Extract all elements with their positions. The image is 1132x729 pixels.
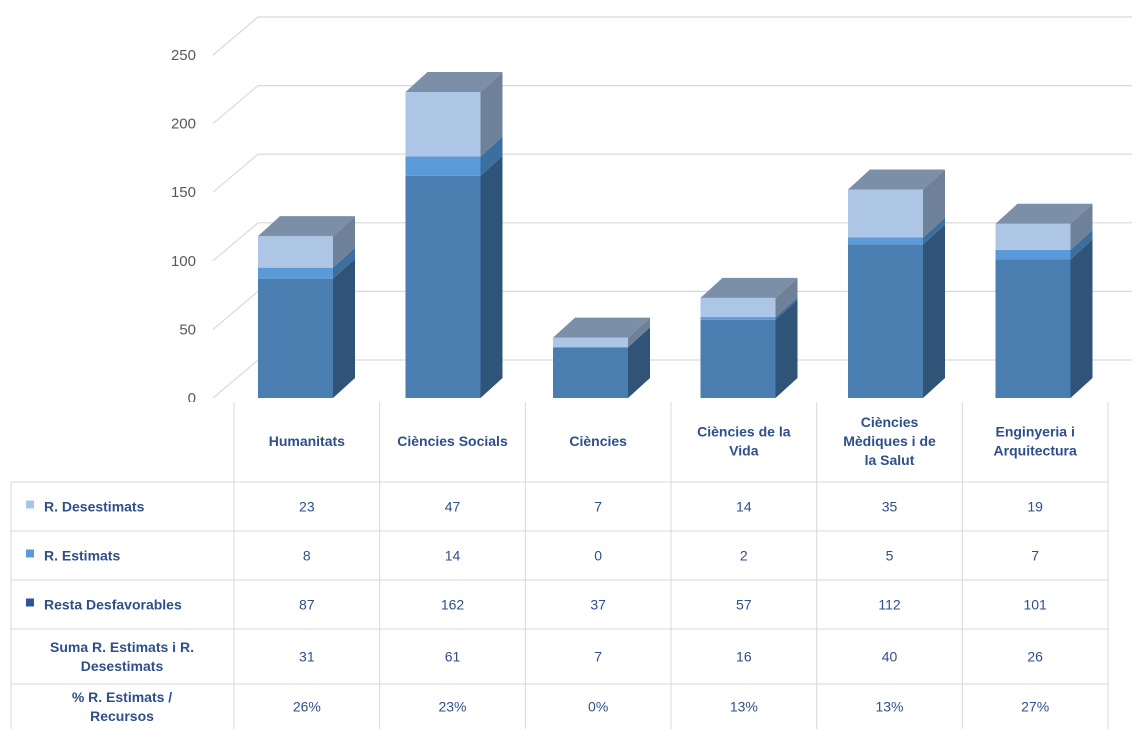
- gridline-diagonal: [212, 359, 259, 399]
- category-label: Ciències: [569, 433, 627, 449]
- gridline-diagonal: [212, 16, 259, 56]
- bar-side-face: [480, 72, 503, 157]
- bar-segment-resta-desfavorables: [995, 259, 1071, 398]
- bar-segment-r-estimats: [848, 237, 923, 245]
- table-cell-value: 31: [299, 649, 315, 665]
- bar-segment-r-estimats: [258, 267, 333, 279]
- row-label: Resta Desfavorables: [44, 597, 182, 613]
- table-cell-value: 0: [594, 548, 602, 564]
- bar-side-face: [333, 258, 355, 398]
- y-tick-label: 200: [171, 116, 196, 133]
- table-cell-value: 26%: [293, 699, 321, 715]
- category-label: Humanitats: [269, 433, 345, 449]
- bar-segment-r-desestimats: [848, 189, 923, 238]
- legend-key: [26, 549, 34, 558]
- table-cell-value: 162: [441, 597, 465, 613]
- bar-segment-resta-desfavorables: [848, 244, 923, 398]
- gridline-diagonal: [212, 153, 259, 193]
- bar-segment-resta-desfavorables: [258, 278, 333, 398]
- bar-top-face: [848, 169, 945, 190]
- bar-side-face: [775, 299, 798, 398]
- bar-side-face: [480, 155, 503, 398]
- table-cell-value: 57: [736, 597, 752, 613]
- bar-side-face: [333, 247, 355, 279]
- gridline-diagonal: [212, 222, 259, 262]
- y-tick-label: 0: [188, 390, 196, 407]
- row-label: R. Desestimats: [44, 499, 145, 515]
- bar-segment-r-desestimats: [995, 223, 1071, 250]
- bar-segment-r-estimats: [700, 317, 776, 320]
- table-cell-value: 0%: [588, 699, 608, 715]
- bar-side-face: [923, 224, 945, 398]
- bar-segment-r-desestimats: [258, 236, 333, 268]
- category-label: Enginyeria i Arquitectura: [994, 424, 1077, 459]
- bar-side-face: [1070, 203, 1093, 250]
- table-cell-value: 2: [740, 548, 748, 564]
- row-label: R. Estimats: [44, 548, 120, 564]
- gridline-diagonal: [212, 290, 259, 330]
- table-cell-value: 7: [594, 649, 602, 665]
- bar-side-face: [923, 217, 945, 245]
- table-cell-value: 7: [1031, 548, 1039, 564]
- table-cell-value: 61: [445, 649, 461, 665]
- table-cell-value: 14: [445, 548, 461, 564]
- table-cell-value: 23: [299, 499, 315, 515]
- bar-side-face: [1070, 239, 1093, 398]
- table-cell-value: 13%: [730, 699, 758, 715]
- y-tick-label: 250: [171, 47, 196, 64]
- row-label: Suma R. Estimats i R. Desestimats: [50, 639, 194, 674]
- table-cell-value: 14: [736, 499, 752, 515]
- bar-segment-r-desestimats: [553, 337, 628, 348]
- y-tick-label: 100: [171, 253, 196, 270]
- table-cell-value: 87: [299, 597, 315, 613]
- table-cell-value: 5: [886, 548, 894, 564]
- bar-segment-resta-desfavorables: [553, 347, 628, 398]
- bar-segment-resta-desfavorables: [700, 319, 776, 398]
- table-cell-value: 26: [1027, 649, 1043, 665]
- table-cell-value: 47: [445, 499, 461, 515]
- legend-key: [26, 500, 34, 509]
- table-cell-value: 7: [594, 499, 602, 515]
- table-cell-value: 13%: [875, 699, 903, 715]
- bar-side-face: [775, 297, 798, 320]
- category-label: Ciències Socials: [397, 433, 508, 449]
- y-tick-label: 50: [179, 321, 196, 338]
- y-tick-label: 150: [171, 184, 196, 201]
- bar-segment-r-desestimats: [405, 92, 481, 157]
- bar-side-face: [628, 317, 650, 348]
- bar-side-face: [923, 169, 945, 238]
- table-cell-value: 112: [878, 597, 901, 613]
- table-cell-value: 8: [303, 548, 311, 564]
- table-cell-value: 19: [1027, 499, 1043, 515]
- table-cell-value: 23%: [438, 699, 466, 715]
- bar-side-face: [333, 216, 355, 268]
- table-cell-value: 35: [882, 499, 898, 515]
- table-cell-value: 27%: [1021, 699, 1049, 715]
- legend-key: [26, 598, 34, 607]
- table-cell-value: 101: [1023, 597, 1047, 613]
- bar-top-face: [553, 317, 650, 338]
- table-cell-value: 40: [882, 649, 898, 665]
- bar-top-face: [700, 277, 798, 298]
- bar-side-face: [775, 277, 798, 318]
- bar-segment-r-estimats: [405, 156, 481, 176]
- row-label: % R. Estimats / Recursos: [72, 689, 172, 724]
- bar-segment-r-desestimats: [700, 297, 776, 318]
- bar-segment-resta-desfavorables: [405, 175, 481, 398]
- bar-side-face: [1070, 229, 1093, 260]
- bar-segment-r-estimats: [995, 249, 1071, 260]
- category-label: Ciències Mèdiques i de la Salut: [843, 414, 936, 468]
- table-cell-value: 37: [590, 597, 606, 613]
- table-cell-value: 16: [736, 649, 752, 665]
- bar-top-face: [995, 203, 1093, 224]
- category-label: Ciències de la Vida: [697, 424, 791, 459]
- bar-side-face: [628, 327, 650, 398]
- bar-top-face: [405, 72, 503, 93]
- bar-top-face: [258, 216, 355, 237]
- bar-side-face: [480, 136, 503, 176]
- gridline-diagonal: [212, 85, 259, 125]
